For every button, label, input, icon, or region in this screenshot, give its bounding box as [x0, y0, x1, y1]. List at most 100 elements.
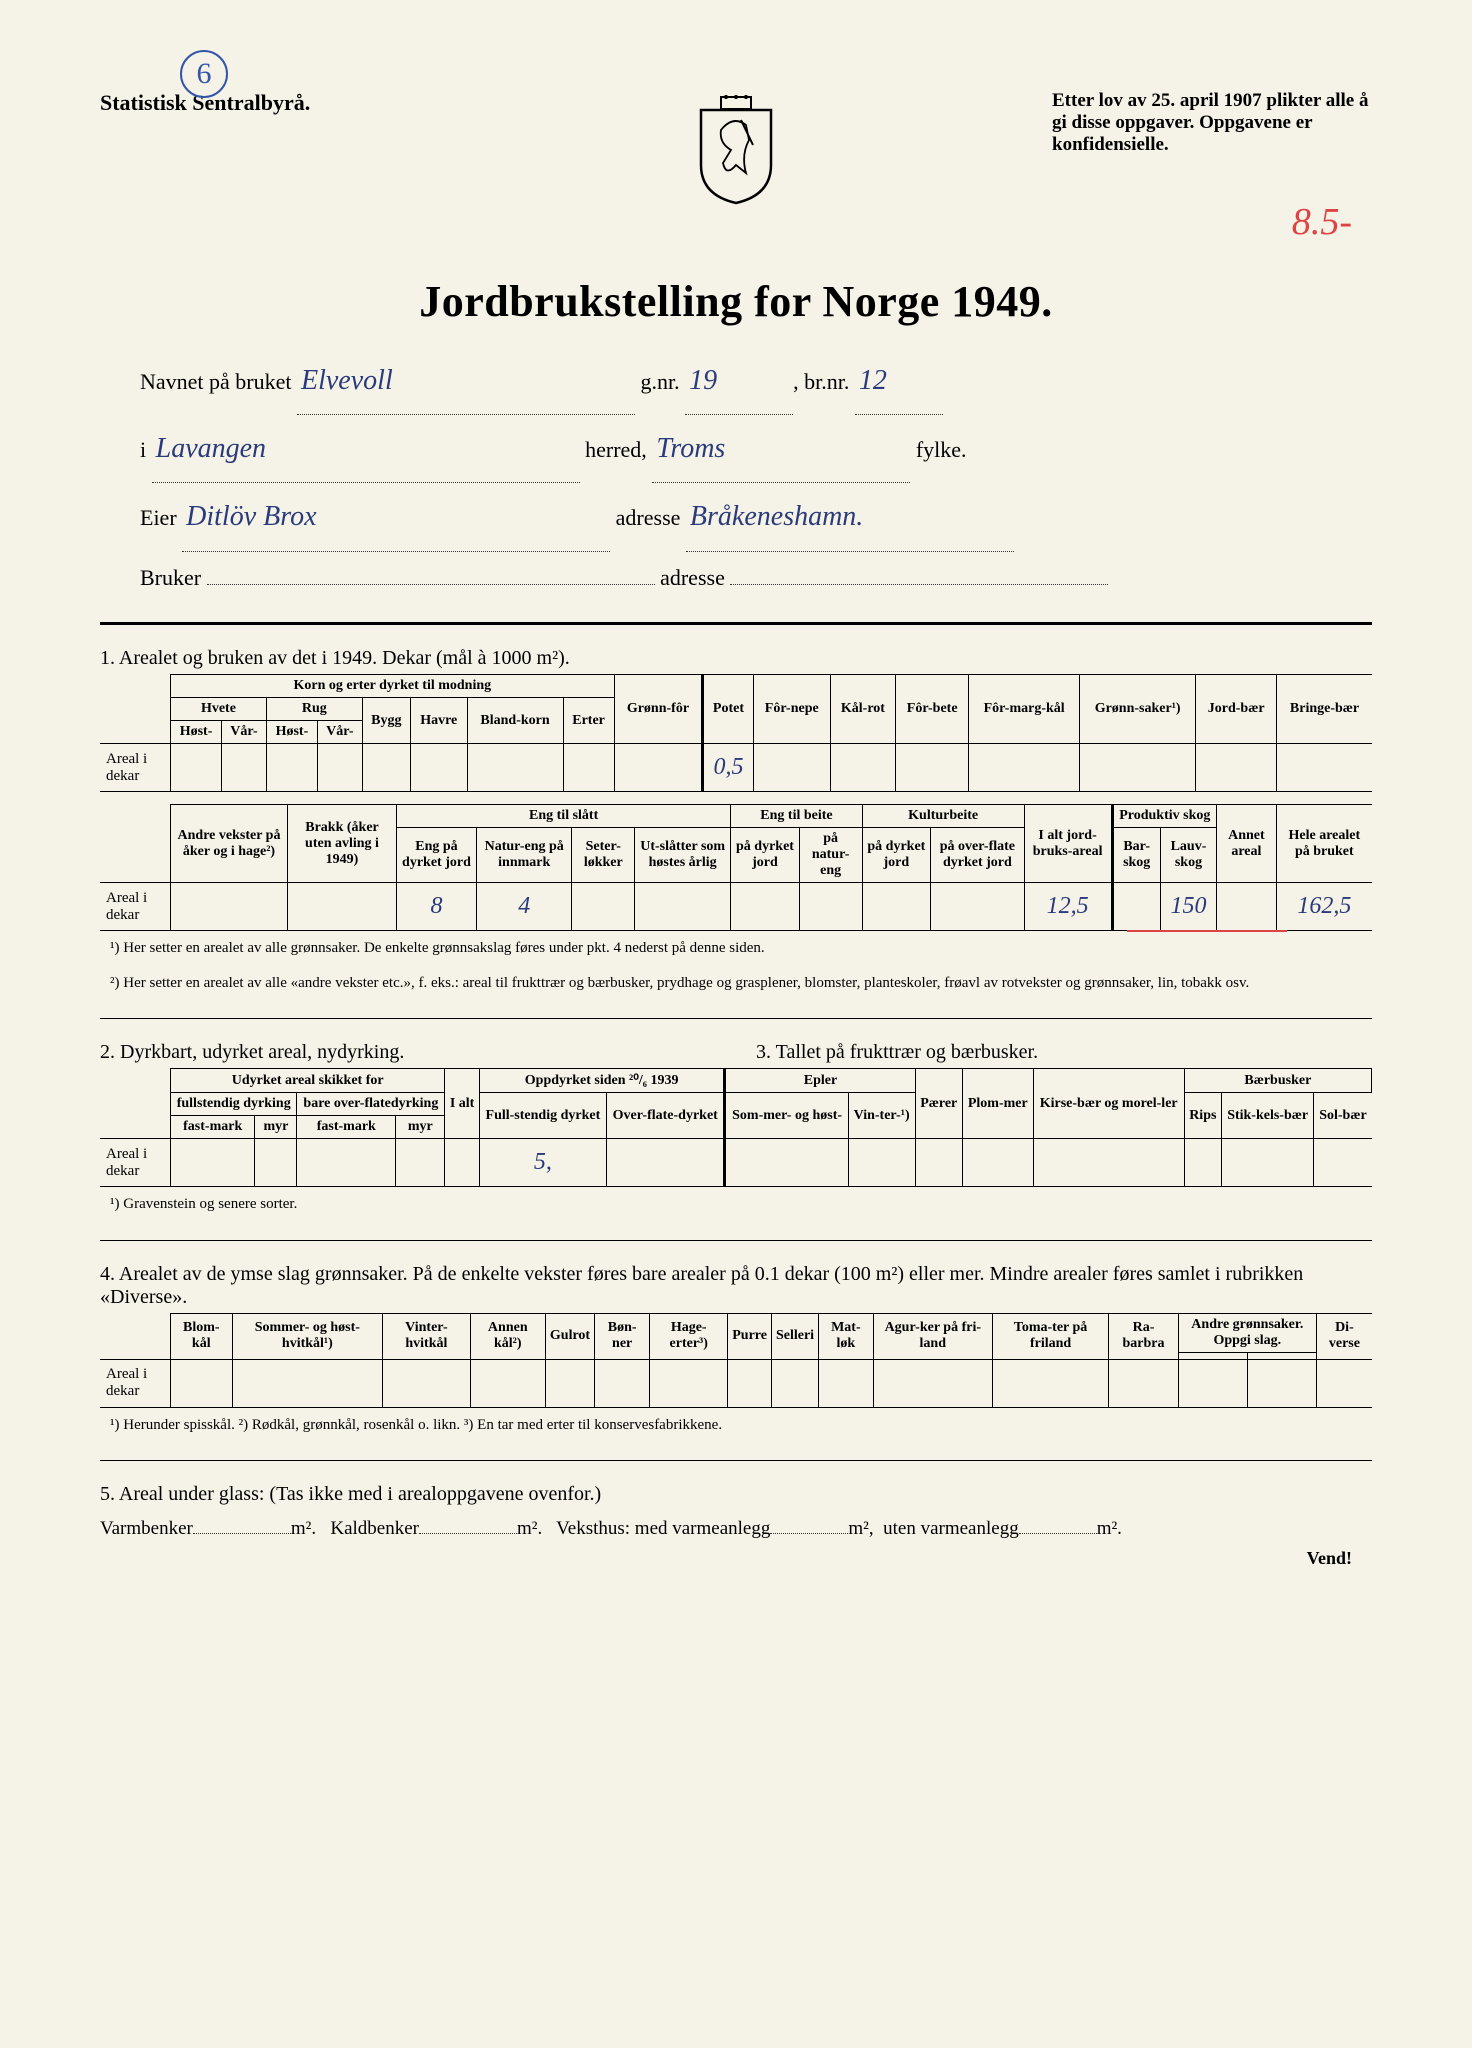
- col-fullstendig: fullstendig dyrking: [171, 1093, 297, 1116]
- col-rug-host: Høst-: [266, 721, 317, 744]
- col-hvitkal: Sommer- og høst-hvitkål¹): [232, 1313, 383, 1359]
- col-kultur-overflate: på over-flate dyrket jord: [931, 828, 1025, 883]
- col-gronnsaker: Grønn-saker¹): [1079, 675, 1195, 744]
- col-stikkelsbaer: Stik-kels-bær: [1221, 1093, 1313, 1139]
- section-3-title: 3. Tallet på frukttrær og bærbusker.: [756, 1037, 1372, 1068]
- val-fulldyrket: 5,: [479, 1139, 606, 1187]
- col-rug: Rug: [266, 698, 362, 721]
- korn-header: Korn og erter dyrket til modning: [171, 675, 615, 698]
- herred-value: Lavangen: [152, 415, 580, 483]
- form-title: Jordbrukstelling for Norge 1949.: [100, 276, 1372, 327]
- col-erter: Erter: [563, 698, 614, 744]
- col-ialt: I alt jord-bruks-areal: [1024, 805, 1112, 883]
- table-2-3: Udyrket areal skikket for I alt Oppdyrke…: [100, 1068, 1372, 1187]
- col-kirsebaer: Kirse-bær og morel-ler: [1033, 1069, 1184, 1139]
- col-kulturbeite: Kulturbeite: [862, 805, 1024, 828]
- m2-2: m².: [517, 1518, 542, 1539]
- table-4: Blom-kål Sommer- og høst-hvitkål¹) Vinte…: [100, 1313, 1372, 1408]
- footnote-1-1: ¹) Her setter en arealet av alle grønnsa…: [100, 931, 1372, 966]
- fylke-value: Troms: [652, 415, 910, 483]
- row-areal: Areal i dekar: [100, 744, 171, 792]
- col-bygg: Bygg: [362, 698, 410, 744]
- owner-addr-label: adresse: [616, 505, 681, 530]
- col-prodskog: Produktiv skog: [1112, 805, 1217, 828]
- col-forbete: Fôr-bete: [895, 675, 968, 744]
- section-5-title: 5. Areal under glass: (Tas ikke med i ar…: [100, 1479, 1372, 1510]
- col-jordbaer: Jord-bær: [1196, 675, 1277, 744]
- m2-3: m²,: [848, 1518, 873, 1539]
- m2-1: m².: [291, 1518, 316, 1539]
- col-rips: Rips: [1184, 1093, 1221, 1139]
- col-diverse: Di-verse: [1316, 1313, 1372, 1359]
- i-label: i: [140, 437, 146, 462]
- col-matlok: Mat-løk: [819, 1313, 874, 1359]
- col-beite-natureng: på natur-eng: [799, 828, 862, 883]
- val-natureng: 4: [476, 883, 572, 931]
- val-hele: 162,5: [1276, 883, 1372, 931]
- col-kalrot: Kål-rot: [830, 675, 895, 744]
- col-baerbusker: Bærbusker: [1184, 1069, 1371, 1093]
- col-brakk: Brakk (åker uten avling i 1949): [287, 805, 396, 883]
- uten-label: uten varmeanlegg: [883, 1518, 1019, 1539]
- col-over-dyrket: Over-flate-dyrket: [607, 1093, 725, 1139]
- col-bringebaer: Bringe-bær: [1277, 675, 1372, 744]
- col-beite-dyrket: på dyrket jord: [731, 828, 799, 883]
- col-formargkal: Fôr-marg-kål: [969, 675, 1080, 744]
- footnote-3: ¹) Gravenstein og senere sorter.: [100, 1187, 1372, 1222]
- col-udyrket: Udyrket areal skikket for: [171, 1069, 445, 1093]
- col-solbaer: Sol-bær: [1314, 1093, 1372, 1139]
- col-eng-slatt: Eng til slått: [397, 805, 731, 828]
- fylke-label: fylke.: [916, 437, 967, 462]
- col-gronnfor: Grønn-fôr: [614, 675, 703, 744]
- col-andre: Andre vekster på åker og i hage²): [171, 805, 288, 883]
- user-addr-label: adresse: [660, 565, 725, 590]
- col-natureng: Natur-eng på innmark: [476, 828, 572, 883]
- page-number-circled: 6: [180, 50, 228, 98]
- owner-label: Eier: [140, 505, 177, 530]
- val-ialt: 12,5: [1024, 883, 1112, 931]
- col-rug-var: Vår-: [317, 721, 362, 744]
- row-areal-4: Areal i dekar: [100, 1359, 171, 1407]
- col-fastmark-1: fast-mark: [171, 1116, 255, 1139]
- m2-4: m².: [1097, 1518, 1122, 1539]
- section-2-title: 2. Dyrkbart, udyrket areal, nydyrking.: [100, 1037, 716, 1068]
- col-blomkal: Blom-kål: [171, 1313, 233, 1359]
- col-purre: Purre: [728, 1313, 772, 1359]
- col-epler-vinter: Vin-ter-¹): [848, 1093, 915, 1139]
- col-potet: Potet: [703, 675, 753, 744]
- val-lauvskog: 150: [1160, 883, 1216, 931]
- col-andre-gronn: Andre grønnsaker. Oppgi slag.: [1178, 1313, 1316, 1352]
- user-label: Bruker: [140, 565, 201, 590]
- col-ialt-2: I alt: [445, 1069, 479, 1139]
- gnr-value: 19: [685, 347, 793, 415]
- col-agurker: Agur-ker på fri-land: [873, 1313, 992, 1359]
- red-annotation: 8.5-: [1292, 200, 1352, 244]
- col-kultur-dyrket: på dyrket jord: [862, 828, 930, 883]
- legal-notice: Etter lov av 25. april 1907 plikter alle…: [1052, 90, 1372, 156]
- user-value: [207, 584, 655, 585]
- col-hageerter: Hage-erter³): [650, 1313, 728, 1359]
- gnr-label: g.nr.: [641, 369, 680, 394]
- col-myr-1: myr: [255, 1116, 297, 1139]
- col-vinterhvitkal: Vinter-hvitkål: [383, 1313, 471, 1359]
- val-potet: 0,5: [703, 744, 753, 792]
- col-overflate: bare over-flatedyrking: [297, 1093, 445, 1116]
- section-1-title: 1. Arealet og bruken av det i 1949. Deka…: [100, 643, 1372, 674]
- veksthus-label: Veksthus: med varmeanlegg: [556, 1518, 770, 1539]
- col-utslatter: Ut-slåtter som høstes årlig: [635, 828, 731, 883]
- user-addr-value: [730, 584, 1108, 585]
- col-bonner: Bøn-ner: [595, 1313, 650, 1359]
- col-tomater: Toma-ter på friland: [992, 1313, 1108, 1359]
- table-1b: Andre vekster på åker og i hage²) Brakk …: [100, 804, 1372, 931]
- col-full-dyrket: Full-stendig dyrket: [479, 1093, 606, 1139]
- varmbenker-label: Varmbenker: [100, 1518, 193, 1539]
- col-fornepe: Fôr-nepe: [753, 675, 830, 744]
- col-eng-beite: Eng til beite: [731, 805, 862, 828]
- col-lauvskog: Lauv-skog: [1160, 828, 1216, 883]
- footnote-1-2: ²) Her setter en arealet av alle «andre …: [100, 966, 1372, 1001]
- owner-value: Ditlöv Brox: [182, 483, 610, 551]
- farm-name-label: Navnet på bruket: [140, 369, 292, 394]
- col-fastmark-2: fast-mark: [297, 1116, 396, 1139]
- row-areal-2: Areal i dekar: [100, 1139, 171, 1187]
- col-myr-2: myr: [396, 1116, 445, 1139]
